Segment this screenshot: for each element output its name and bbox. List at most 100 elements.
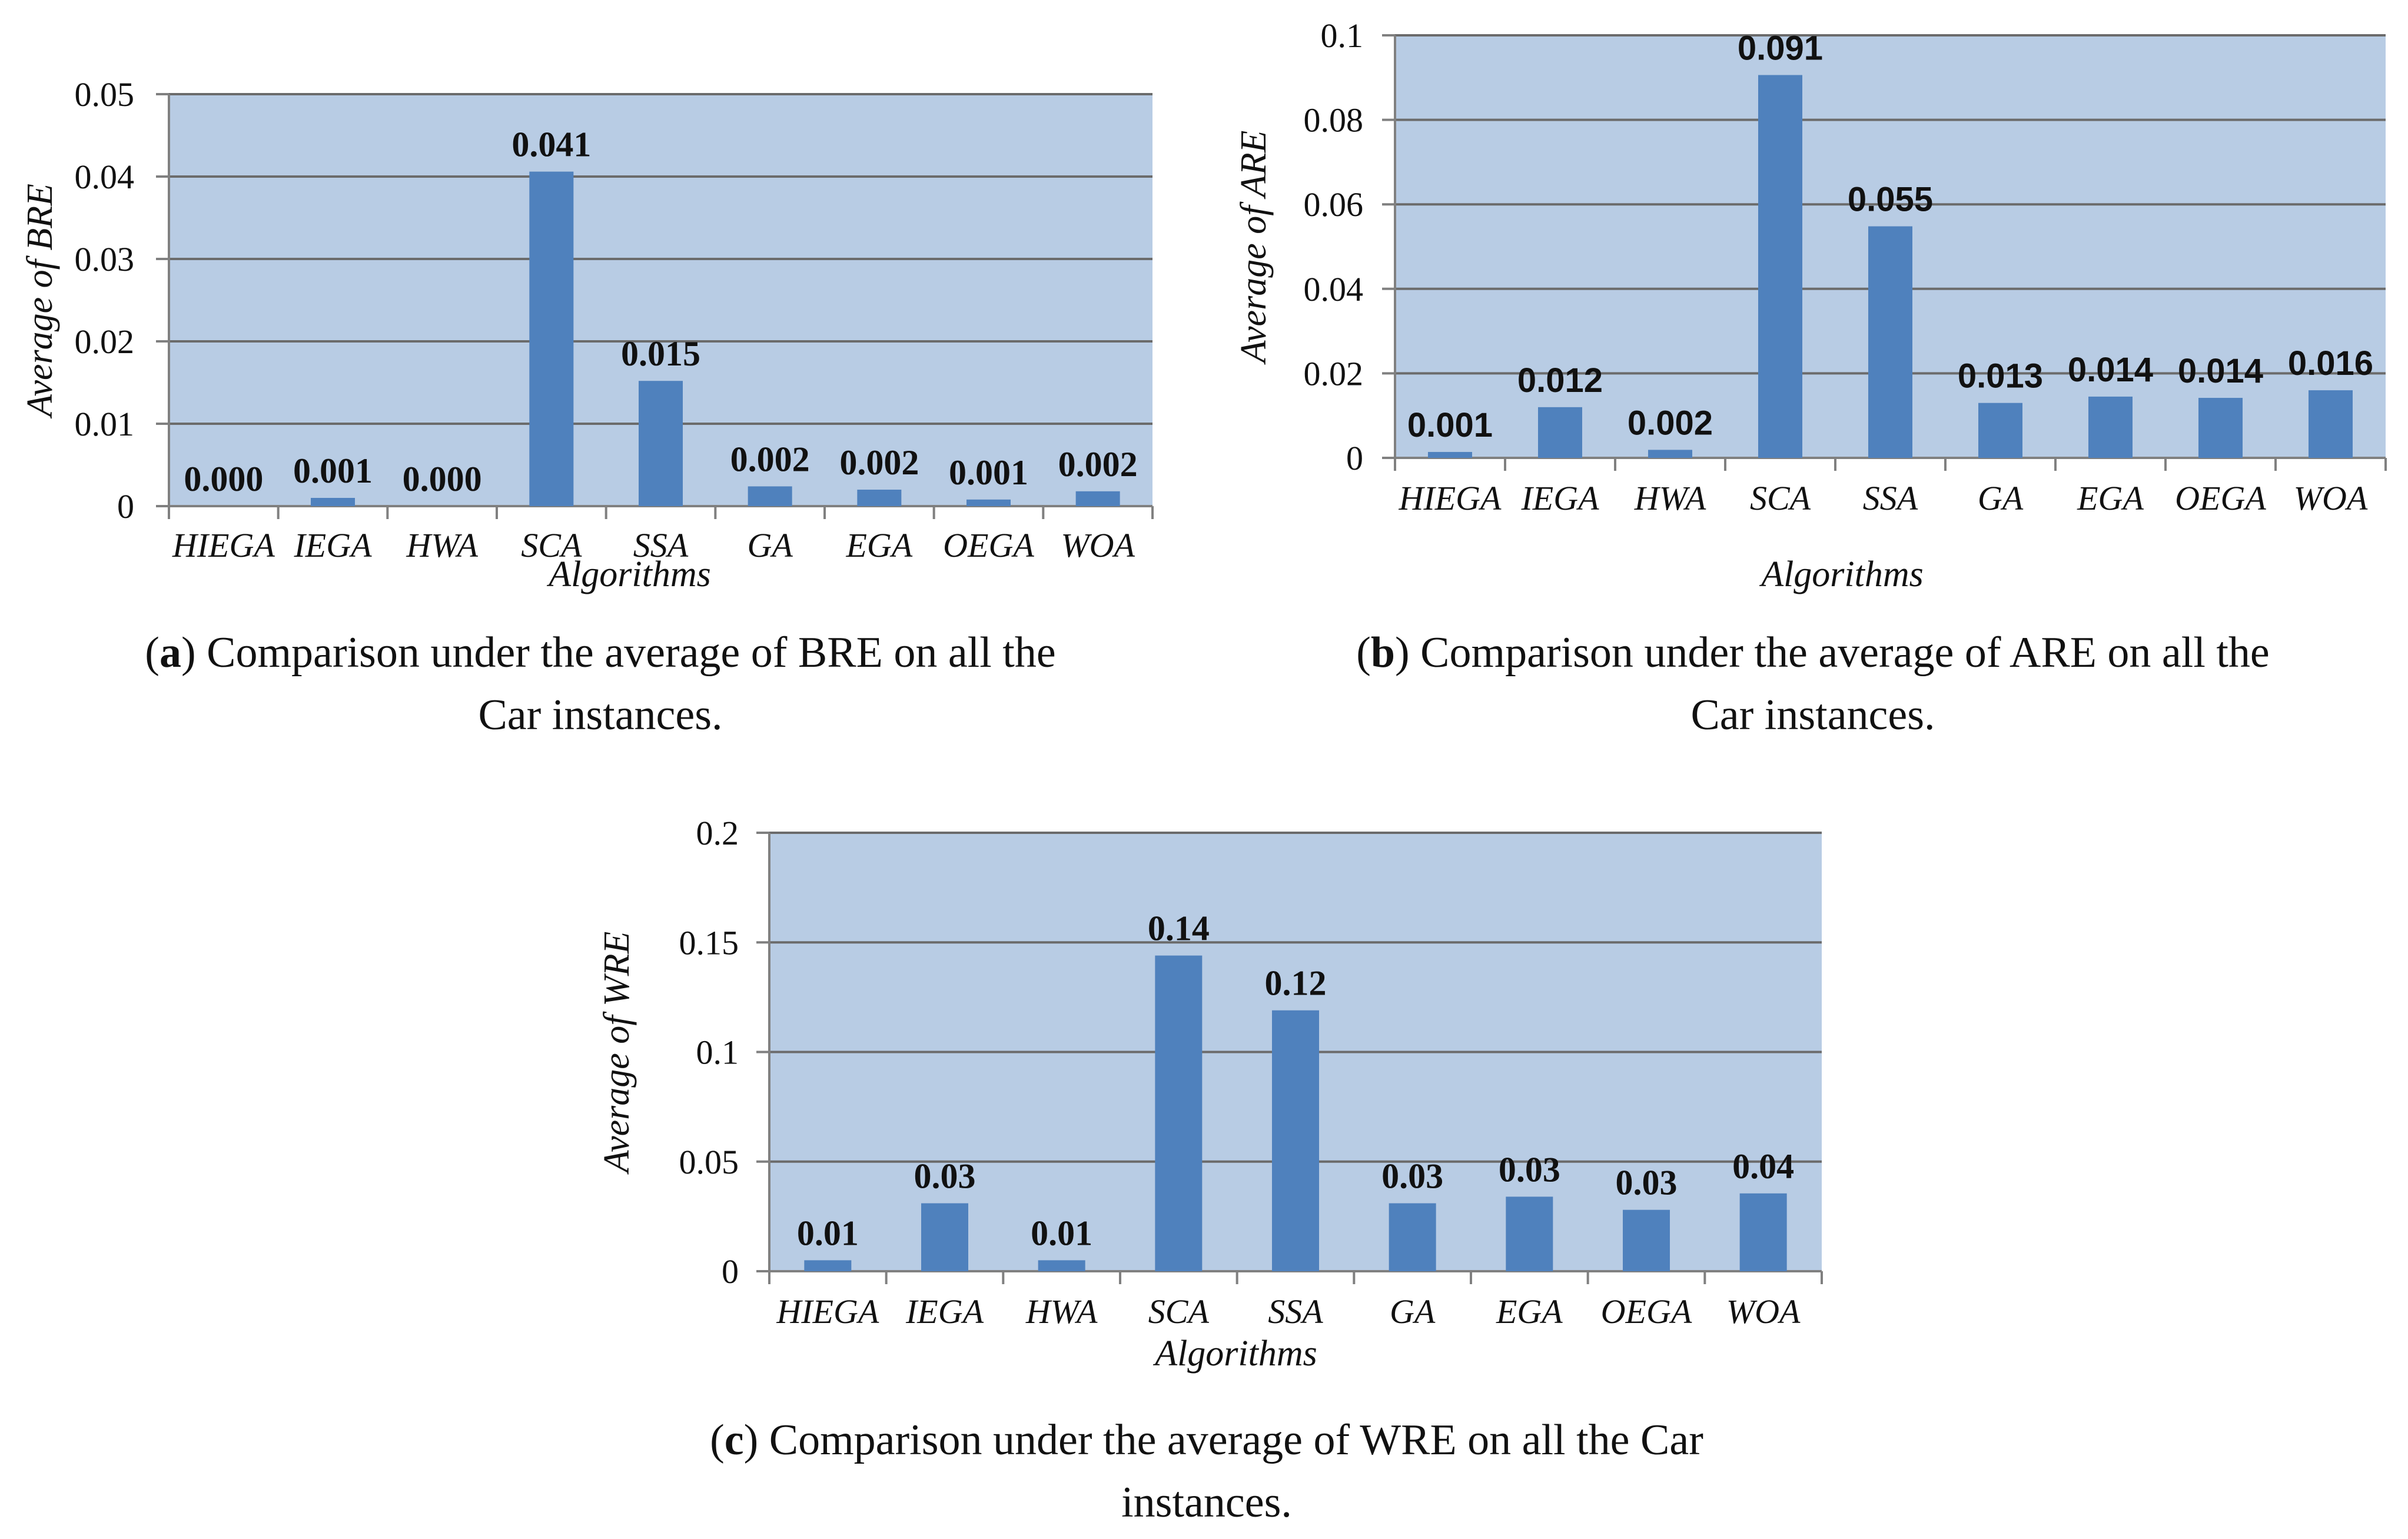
bar-sca <box>1155 955 1203 1271</box>
chart-bre: 0 0.01 0.02 0.03 0.04 0.05 0.000 HIEGA 0.001 IEGA… <box>20 75 1154 594</box>
x-tick-label-oega: OEGA <box>2175 479 2266 517</box>
caption-c-label: c <box>724 1416 744 1464</box>
x-axis-title: Algorithms <box>546 554 711 594</box>
y-tick-label: 0.02 <box>75 323 135 361</box>
data-label-iega: 0.012 <box>1517 361 1603 400</box>
bar-ega <box>857 490 902 506</box>
bar-woa <box>2309 390 2353 458</box>
data-label-iega: 0.001 <box>293 451 373 490</box>
y-axis-title: Average of WRE <box>597 932 637 1175</box>
y-tick-label: 0.08 <box>1304 101 1364 139</box>
bar-ga <box>1978 403 2022 458</box>
data-label-ga: 0.03 <box>1381 1157 1443 1196</box>
caption-b-text: ) Comparison under the average of ARE on… <box>1395 629 2270 677</box>
bar-ssa <box>1272 1010 1319 1271</box>
x-tick-label-ega: EGA <box>2077 479 2144 517</box>
y-tick-label: 0 <box>117 487 134 526</box>
bar-hiega <box>1428 451 1472 458</box>
y-tick-label: 0.05 <box>679 1143 739 1181</box>
y-tick-label: 0.04 <box>1304 270 1364 308</box>
data-label-sca: 0.14 <box>1148 909 1210 948</box>
caption-a: (a) Comparison under the average of BRE … <box>71 621 1130 746</box>
y-tick-label: 0.02 <box>1304 354 1364 393</box>
x-tick-label-ega: EGA <box>845 526 912 564</box>
bar-iega <box>921 1203 968 1271</box>
x-tick-label-sca: SCA <box>1750 479 1811 517</box>
bar-ga <box>748 486 792 506</box>
data-label-hiega: 0.01 <box>797 1214 859 1252</box>
x-tick-label-iega: IEGA <box>1520 479 1599 517</box>
bar-ga <box>1389 1203 1436 1271</box>
data-label-ega: 0.002 <box>839 443 919 482</box>
x-tick-label-ga: GA <box>1390 1292 1436 1331</box>
data-label-oega: 0.001 <box>949 453 1028 492</box>
caption-a-line1: (a) Comparison under the average of BRE … <box>145 629 1056 677</box>
bar-oega <box>1623 1209 1670 1271</box>
x-tick-label-ssa: SSA <box>633 526 689 564</box>
caption-c: (c) Comparison under the average of WRE … <box>647 1409 1766 1534</box>
bar-sca <box>529 171 574 507</box>
data-label-hwa: 0.000 <box>403 460 482 498</box>
data-label-ga: 0.002 <box>730 440 810 478</box>
bar-woa <box>1075 491 1120 506</box>
chart-wre: 0 0.05 0.1 0.15 0.2 0.01 HIEGA 0.03 IEGA 0.01 HWA 0… <box>597 814 1823 1374</box>
x-tick-label-ssa: SSA <box>1268 1292 1323 1331</box>
data-label-ssa: 0.055 <box>1848 181 1933 219</box>
x-tick-label-oega: OEGA <box>1601 1292 1692 1331</box>
bar-ega <box>1506 1196 1553 1271</box>
caption-b-label: b <box>1370 629 1396 677</box>
x-tick-label-iega: IEGA <box>293 526 372 564</box>
data-label-oega: 0.03 <box>1616 1164 1678 1202</box>
y-tick-label: 0.1 <box>696 1033 739 1072</box>
y-tick-label: 0.04 <box>75 158 135 196</box>
x-tick-label-hiega: HIEGA <box>776 1292 879 1331</box>
caption-a-label: a <box>159 629 181 677</box>
data-label-woa: 0.016 <box>2288 344 2373 383</box>
chart-are: 0 0.02 0.04 0.06 0.08 0.1 0.001 HIEGA 0.012 IEGA 0… <box>1234 16 2387 594</box>
bar-hwa <box>1038 1260 1085 1271</box>
caption-a-line2: Car instances. <box>478 691 723 739</box>
x-tick-label-hiega: HIEGA <box>1399 479 1502 517</box>
data-label-ega: 0.014 <box>2068 351 2153 389</box>
bar-ssa <box>639 381 683 506</box>
y-axis-title: Average of ARE <box>1234 131 1274 365</box>
x-tick-label-woa: WOA <box>1061 526 1135 564</box>
y-tick-label: 0 <box>1346 439 1363 477</box>
caption-b-line1: (b) Comparison under the average of ARE … <box>1356 629 2270 677</box>
bar-ega <box>2088 396 2133 458</box>
data-label-sca: 0.041 <box>512 125 591 164</box>
bar-hwa <box>1648 450 1692 458</box>
x-tick-label-iega: IEGA <box>905 1292 984 1331</box>
x-axis-title: Algorithms <box>1759 554 1924 594</box>
x-tick-label-ga: GA <box>748 526 793 564</box>
data-label-oega: 0.014 <box>2178 352 2263 390</box>
data-label-woa: 0.04 <box>1732 1147 1794 1186</box>
data-label-hiega: 0.000 <box>184 460 263 498</box>
y-axis-title: Average of BRE <box>20 184 60 419</box>
bar-ssa <box>1868 226 1912 458</box>
bar-woa <box>1739 1193 1787 1271</box>
caption-b: (b) Comparison under the average of ARE … <box>1283 621 2343 746</box>
x-tick-label-sca: SCA <box>521 526 582 564</box>
x-tick-label-hwa: HWA <box>1634 479 1706 517</box>
caption-c-line1: (c) Comparison under the average of WRE … <box>710 1416 1703 1464</box>
data-label-hwa: 0.01 <box>1031 1214 1092 1252</box>
caption-c-text: ) Comparison under the average of WRE on… <box>743 1416 1703 1464</box>
caption-c-line2: instances. <box>1121 1478 1292 1527</box>
bar-oega <box>966 499 1011 506</box>
data-label-ssa: 0.12 <box>1265 964 1327 1003</box>
x-tick-label-ga: GA <box>1978 479 2024 517</box>
bar-iega <box>311 498 355 506</box>
x-tick-label-oega: OEGA <box>943 526 1034 564</box>
x-tick-label-woa: WOA <box>1726 1292 1801 1331</box>
x-tick-label-hwa: HWA <box>406 526 478 564</box>
y-tick-label: 0.06 <box>1304 185 1364 224</box>
bar-hiega <box>804 1260 852 1271</box>
x-tick-label-woa: WOA <box>2294 479 2368 517</box>
data-label-woa: 0.002 <box>1058 445 1138 484</box>
y-tick-label: 0.03 <box>75 240 135 278</box>
bar-sca <box>1758 75 1802 458</box>
x-tick-label-ega: EGA <box>1496 1292 1563 1331</box>
y-tick-label: 0.01 <box>75 405 135 443</box>
x-axis-title: Algorithms <box>1152 1334 1317 1374</box>
